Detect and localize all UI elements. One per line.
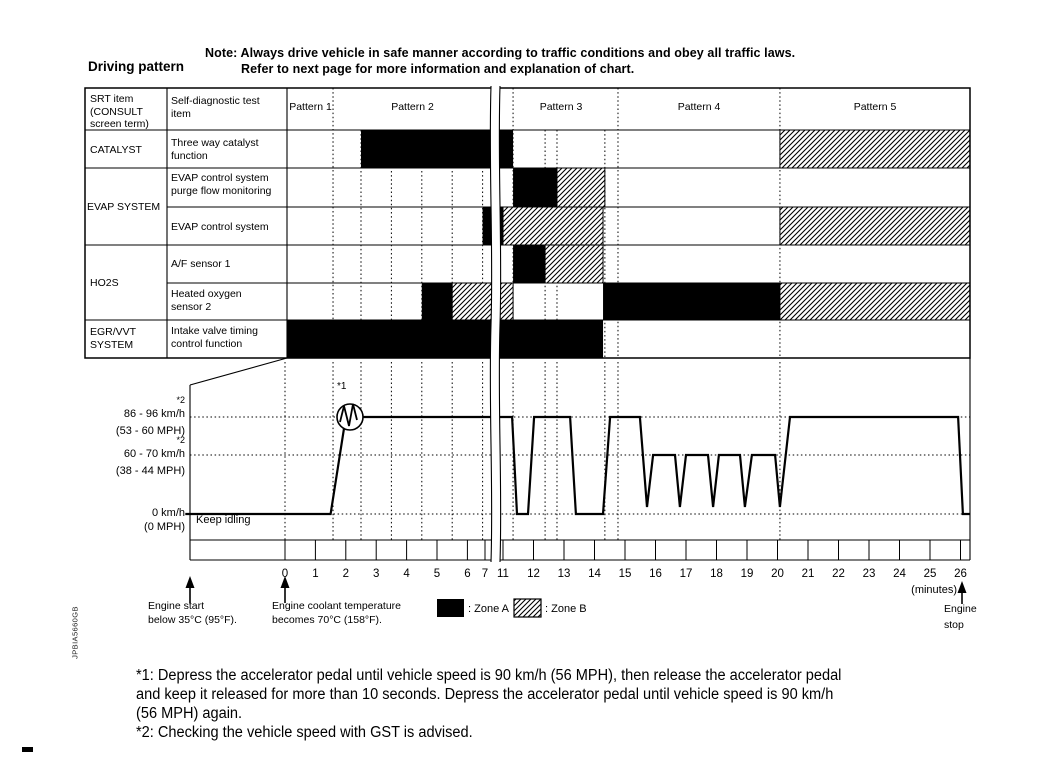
col-header-pattern-1: Pattern 1	[289, 101, 332, 113]
minute-tick-label: 13	[558, 568, 571, 580]
zone-b-bar	[544, 244, 604, 284]
zone-a-bar	[286, 320, 604, 358]
speed-label-zero-mph: (0 MPH)	[144, 521, 185, 533]
minute-tick-label: 7	[482, 568, 488, 580]
zone-a-bar	[603, 283, 780, 320]
minute-tick-label: 14	[588, 568, 601, 580]
col-header-pattern-3: Pattern 3	[539, 101, 583, 113]
coolant-arrow-icon	[280, 576, 290, 588]
zone-a-swatch	[437, 599, 464, 617]
minute-tick-label: 3	[373, 568, 379, 580]
test-af-sensor-1: A/F sensor 1	[171, 258, 231, 270]
minute-tick-label: 26	[954, 568, 967, 580]
group-catalyst: CATALYST	[90, 144, 142, 156]
col-header-pattern-4: Pattern 4	[677, 101, 721, 113]
engine-start-arrow-icon	[185, 576, 195, 588]
speed-trace	[185, 415, 970, 516]
speed-label-mid: 60 - 70 km/h	[123, 448, 185, 460]
minute-tick-label: 15	[619, 568, 632, 580]
col-header-pattern-5: Pattern 5	[853, 101, 897, 113]
minute-tick-label: 4	[403, 568, 410, 580]
minute-tick-label: 22	[832, 568, 845, 580]
note-line-2: Refer to next page for more information …	[241, 62, 635, 76]
zone-b-bar	[779, 282, 971, 321]
figure-code: JPBIA5660GB	[70, 606, 80, 659]
minute-tick-label: 1	[312, 568, 318, 580]
zone-a-bar	[361, 130, 514, 168]
expansion-diagonal	[189, 357, 288, 386]
minute-tick-label: 20	[771, 568, 784, 580]
page-title: Driving pattern	[88, 59, 185, 74]
test-heated-oxygen-sensor-2: Heated oxygen sensor 2	[171, 288, 242, 313]
footnote-ref-1: *1	[337, 381, 347, 392]
speed-label-hi-mph: (53 - 60 MPH)	[115, 425, 185, 437]
minute-tick-label: 25	[924, 568, 937, 580]
zone-b-bar	[556, 167, 606, 208]
minute-tick-label: 0	[282, 568, 288, 580]
time-break-line	[489, 85, 493, 563]
table-grid	[84, 87, 971, 359]
legend-zone-a-label: : Zone A	[468, 603, 509, 615]
minute-tick-label: 12	[527, 568, 540, 580]
minute-tick-label: 16	[649, 568, 662, 580]
test-evap-control-system: EVAP control system	[171, 221, 269, 233]
minute-tick-label: 24	[893, 568, 906, 580]
footnotes-text: *1: Depress the accelerator pedal until …	[136, 667, 842, 741]
engine-stop-label: Engine stop	[944, 603, 977, 631]
engine-start-label: Engine start below 35°C (95°F).	[148, 600, 237, 626]
speed-label-hi: 86 - 96 km/h	[123, 408, 185, 420]
minute-tick-label: 6	[464, 568, 470, 580]
group-egr-vvt: EGR/VVT SYSTEM	[90, 326, 137, 351]
minute-tick-label: 17	[680, 568, 693, 580]
minute-tick-label: 23	[863, 568, 876, 580]
zone-a-bar	[421, 283, 453, 320]
graph-frame	[189, 357, 971, 561]
col-header-test-item: Self-diagnostic test item	[171, 95, 260, 120]
zone-a-bar	[513, 168, 557, 207]
footnote-ref-2b: *2	[176, 435, 185, 445]
test-intake-valve-timing: Intake valve timing control function	[171, 325, 258, 350]
col-header-srt-item: SRT item (CONSULT screen term)	[90, 93, 149, 130]
minute-tick-label: 2	[343, 568, 349, 580]
coolant-temp-label: Engine coolant temperature becomes 70°C …	[272, 600, 401, 626]
engine-stop-arrow-icon	[957, 581, 967, 593]
keep-idling-label: Keep idling	[196, 514, 251, 526]
minute-tick-label: 18	[710, 568, 723, 580]
zone-b-bar	[451, 282, 514, 321]
legend-zone-b-label: : Zone B	[545, 603, 587, 615]
group-evap-system: EVAP SYSTEM	[87, 201, 161, 213]
footnote-ref-2a: *2	[176, 395, 185, 405]
time-break-band	[490, 86, 501, 562]
bottom-annotations-graphics	[185, 576, 967, 618]
minute-tick-label: 21	[802, 568, 815, 580]
minute-tick-label: 5	[434, 568, 440, 580]
group-ho2s: HO2S	[90, 277, 119, 289]
note-line-1: Note: Always drive vehicle in safe manne…	[205, 46, 796, 60]
zone-b-bar	[779, 129, 971, 169]
zone-b-swatch	[513, 598, 542, 618]
minutes-unit-label: (minutes)	[911, 584, 957, 596]
gridlines-and-zone-bars	[190, 88, 971, 540]
test-three-way-catalyst: Three way catalyst function	[171, 137, 259, 162]
col-header-pattern-2: Pattern 2	[391, 101, 434, 113]
maneuver-zigzag-icon	[339, 403, 358, 427]
page-edge-mark	[22, 747, 33, 752]
test-evap-purge-flow: EVAP control system purge flow monitorin…	[171, 172, 272, 197]
table-border	[84, 87, 971, 359]
time-break-line	[498, 85, 502, 563]
speed-label-zero: 0 km/h	[151, 507, 185, 519]
speed-label-mid-mph: (38 - 44 MPH)	[115, 465, 185, 477]
minute-tick-label: 11	[497, 568, 509, 580]
zone-a-bar	[513, 245, 546, 283]
ticks-trace-break: 0 1 2 3 4 5 6 7 11 12 13 14 15 16 17 18 19 20 21 22 23 24 25 26	[185, 85, 970, 580]
zone-b-bar	[502, 206, 604, 246]
zone-b-bar	[779, 206, 971, 246]
minute-tick-label: 19	[741, 568, 754, 580]
